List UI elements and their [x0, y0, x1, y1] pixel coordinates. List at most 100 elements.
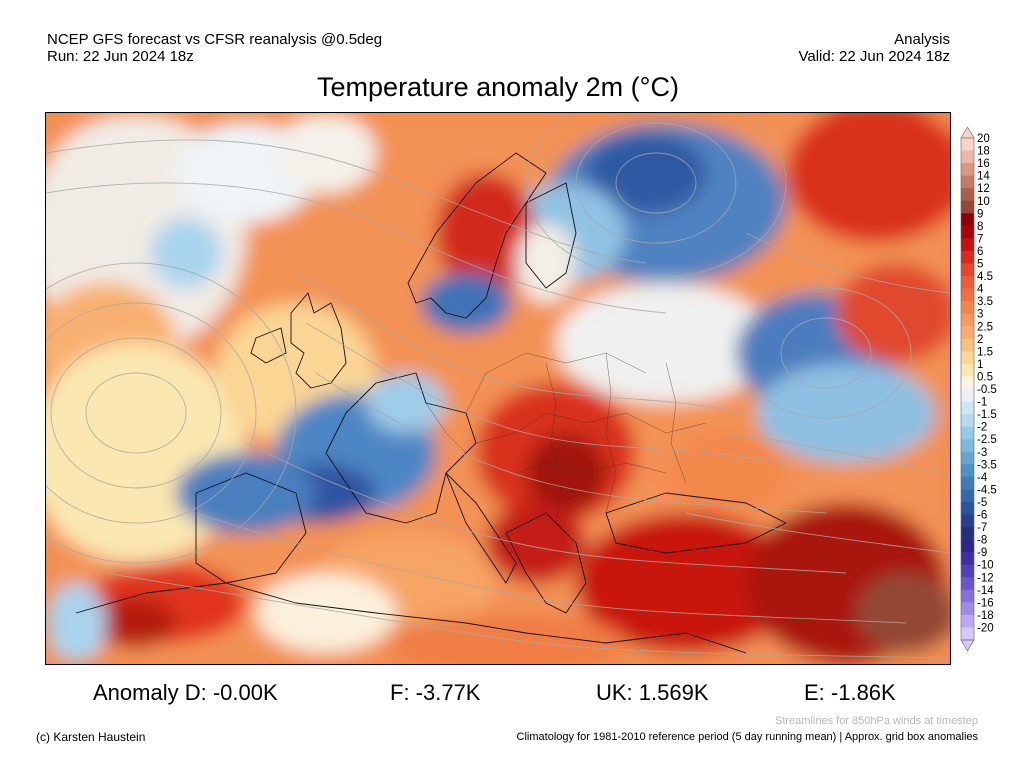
- run-time: Run: 22 Jun 2024 18z: [47, 48, 194, 65]
- colorbar-swatch: [961, 301, 974, 314]
- colorbar-tick-label: -9: [977, 547, 987, 559]
- colorbar-tick-label: 1.5: [977, 346, 993, 358]
- colorbar-swatch: [961, 376, 974, 390]
- colorbar-tick-label: 20: [977, 133, 990, 145]
- colorbar-swatch: [961, 351, 974, 365]
- colorbar-tick-label: -4: [977, 472, 988, 484]
- colorbar-swatch: [961, 501, 974, 515]
- colorbar-tick-label: -1: [977, 397, 987, 409]
- colorbar-swatch: [961, 476, 974, 490]
- colorbar-swatch: [961, 150, 974, 164]
- colorbar-swatch: [961, 552, 974, 565]
- colorbar-tick-label: 4.5: [977, 271, 993, 283]
- colorbar-tick-label: -2.5: [977, 434, 997, 446]
- colorbar-tick-label: -8: [977, 535, 987, 547]
- colorbar-tick-label: -4.5: [977, 484, 997, 496]
- colorbar-tick-label: 5: [977, 259, 983, 271]
- colorbar-tick-label: -14: [977, 585, 994, 597]
- colorbar-swatch: [961, 614, 974, 628]
- colorbar-swatch: [961, 188, 974, 202]
- colorbar-swatch: [961, 363, 974, 377]
- colorbar-tick-label: -2: [977, 422, 987, 434]
- colorbar-tick-label: -6: [977, 510, 987, 522]
- header-right: Analysis Valid: 22 Jun 2024 18z: [798, 31, 950, 65]
- anomaly-d-stat: Anomaly D: -0.00K: [93, 680, 278, 705]
- anomaly-uk-stat: UK: 1.569K: [596, 680, 709, 705]
- colorbar-tick-label: -10: [977, 560, 994, 572]
- colorbar-swatch: [961, 439, 974, 453]
- map-title: Temperature anomaly 2m (°C): [317, 72, 679, 102]
- colorbar-tick-label: 4: [977, 284, 984, 296]
- colorbar-tick-label: -3.5: [977, 459, 997, 471]
- colorbar-tick-label: 12: [977, 183, 990, 195]
- copyright-text: (c) Karsten Haustein: [36, 730, 146, 744]
- colorbar-swatch: [961, 163, 974, 176]
- wind-streamlines: [46, 113, 950, 659]
- colorbar-swatch: [961, 401, 974, 415]
- colorbar-swatch: [961, 276, 974, 289]
- coastlines: [75, 152, 787, 654]
- header-left: NCEP GFS forecast vs CFSR reanalysis @0.…: [47, 31, 382, 65]
- colorbar-tick-label: 18: [977, 146, 990, 158]
- colorbar-swatch: [961, 527, 974, 540]
- colorbar-tick-label: 9: [977, 208, 983, 220]
- colorbar-swatch: [961, 326, 974, 340]
- streamlines-note: Streamlines for 850hPa winds at timestep: [775, 715, 978, 727]
- anomaly-f-stat: F: -3.77K: [390, 680, 481, 705]
- colorbar-swatch: [961, 288, 974, 302]
- colorbar-tick-label: 10: [977, 196, 990, 208]
- anomaly-field: [46, 113, 950, 664]
- colorbar-swatch: [961, 489, 974, 503]
- colorbar-swatch: [961, 213, 974, 227]
- colorbar-border: [960, 137, 975, 641]
- colorbar-tick-label: -5: [977, 497, 987, 509]
- colorbar-swatch: [961, 414, 974, 427]
- colorbar: 201816141210987654.543.532.521.510.5-0.5…: [960, 126, 997, 652]
- colorbar-tick-label: 1: [977, 359, 983, 371]
- colorbar-swatch: [961, 389, 974, 402]
- colorbar-tick-label: -3: [977, 447, 987, 459]
- colorbar-swatch: [961, 263, 974, 277]
- colorbar-tick-label: -12: [977, 572, 994, 584]
- colorbar-tick-label: 3: [977, 309, 983, 321]
- colorbar-swatch: [961, 602, 974, 616]
- colorbar-tick-label: -18: [977, 610, 994, 622]
- model-description: NCEP GFS forecast vs CFSR reanalysis @0.…: [47, 31, 383, 48]
- colorbar-swatch: [961, 250, 974, 264]
- colorbar-tick-label: 14: [977, 171, 990, 183]
- colorbar-tick-label: 7: [977, 233, 983, 245]
- colorbar-swatch: [961, 313, 974, 327]
- colorbar-tick-label: 16: [977, 158, 990, 170]
- country-borders: [425, 352, 707, 524]
- colorbar-tick-label: -20: [977, 622, 994, 634]
- colorbar-max-arrow: [960, 126, 975, 139]
- analysis-label: Analysis: [894, 31, 950, 48]
- colorbar-swatch: [961, 138, 974, 151]
- colorbar-swatch: [961, 564, 974, 578]
- colorbar-tick-label: -1.5: [977, 409, 997, 421]
- colorbar-swatch: [961, 200, 974, 214]
- colorbar-swatch: [961, 577, 974, 591]
- colorbar-min-arrow: [960, 639, 975, 652]
- colorbar-tick-label: 0.5: [977, 371, 993, 383]
- colorbar-tick-label: 6: [977, 246, 983, 258]
- colorbar-swatch: [961, 589, 974, 603]
- colorbar-swatch: [961, 627, 974, 641]
- colorbar-swatch: [961, 464, 974, 478]
- climatology-note: Climatology for 1981-2010 reference peri…: [516, 731, 978, 743]
- colorbar-tick-label: -0.5: [977, 384, 997, 396]
- colorbar-swatch: [961, 514, 974, 528]
- colorbar-swatch: [961, 175, 974, 189]
- colorbar-swatch: [961, 451, 974, 465]
- colorbar-tick-label: -7: [977, 522, 987, 534]
- temperature-anomaly-map: [45, 112, 951, 665]
- anomaly-e-stat: E: -1.86K: [804, 680, 896, 705]
- colorbar-tick-label: 2.5: [977, 321, 993, 333]
- valid-time: Valid: 22 Jun 2024 18z: [798, 48, 950, 65]
- colorbar-swatch: [961, 238, 974, 252]
- colorbar-tick-label: -16: [977, 597, 994, 609]
- colorbar-swatch: [961, 225, 974, 239]
- colorbar-swatch: [961, 338, 974, 352]
- colorbar-swatch: [961, 426, 974, 440]
- colorbar-tick-label: 8: [977, 221, 983, 233]
